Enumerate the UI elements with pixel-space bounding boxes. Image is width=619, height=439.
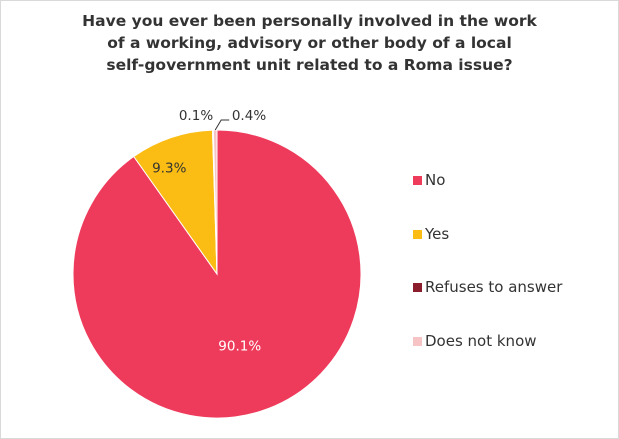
chart-title-line-1: Have you ever been personally involved i…	[82, 12, 537, 30]
legend-item-no: No	[413, 171, 445, 189]
data-label-yes: 9.3%	[152, 161, 186, 177]
legend-swatch-yes	[413, 229, 422, 239]
legend-label-refuses: Refuses to answer	[425, 278, 563, 296]
leader-line-does-not-know	[214, 119, 230, 131]
legend-swatch-does-not-know	[413, 336, 422, 346]
slice-yes	[133, 129, 218, 276]
chart-title-line-3: self-government unit related to a Roma i…	[106, 56, 513, 74]
data-label-no: 90.1%	[218, 338, 261, 354]
slice-does-not-know	[212, 129, 218, 275]
chart-title: Have you ever been personally involved i…	[0, 10, 619, 76]
legend-item-yes: Yes	[413, 225, 449, 243]
chart-title-line-2: of a working, advisory or other body of …	[107, 34, 512, 52]
legend-swatch-no	[413, 175, 422, 185]
legend-label-yes: Yes	[425, 225, 450, 243]
data-label-does-not-know: 0.4%	[232, 108, 266, 124]
legend-item-does-not-know: Does not know	[413, 332, 537, 350]
legend-label-no: No	[425, 171, 446, 189]
slice-no	[72, 129, 362, 419]
legend-swatch-refuses	[413, 282, 422, 292]
legend-label-does-not-know: Does not know	[425, 332, 537, 350]
data-label-refuses: 0.1%	[179, 108, 213, 124]
legend-item-refuses: Refuses to answer	[413, 278, 562, 296]
